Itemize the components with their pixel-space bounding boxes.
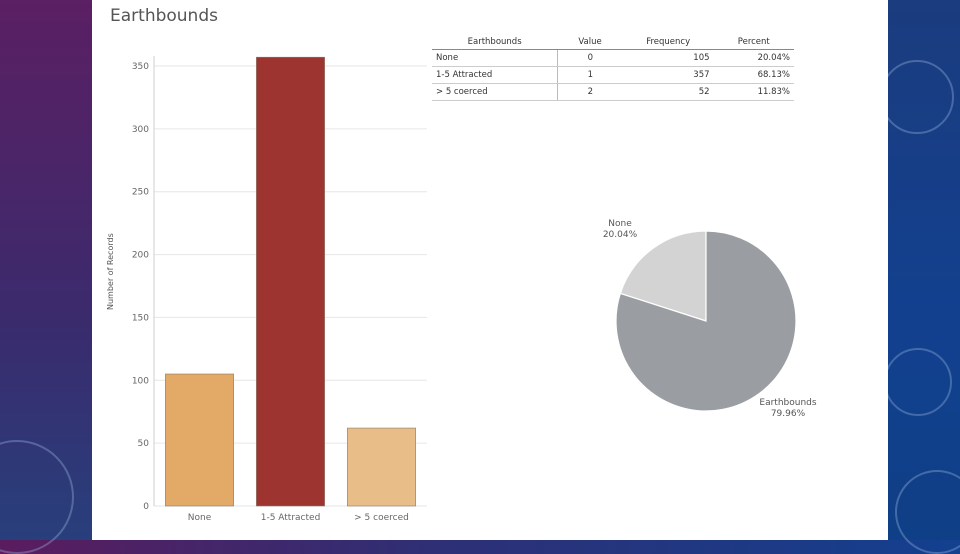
frequency-table: Earthbounds Value Frequency Percent None… bbox=[432, 35, 794, 101]
y-tick-label: 350 bbox=[132, 62, 149, 72]
table-header-cell: Earthbounds bbox=[432, 35, 558, 50]
table-cell: 0 bbox=[557, 49, 623, 67]
pie-label-percent: 79.96% bbox=[771, 409, 806, 419]
table-row: > 5 coerced 2 52 11.83% bbox=[432, 83, 794, 101]
x-tick-label: 1-5 Attracted bbox=[261, 513, 321, 523]
table-cell: 68.13% bbox=[713, 66, 794, 84]
table-cell: 2 bbox=[557, 83, 623, 101]
y-tick-label: 100 bbox=[132, 376, 149, 386]
table-header-cell: Value bbox=[557, 35, 623, 50]
table-cell: 20.04% bbox=[713, 49, 794, 67]
y-tick-label: 300 bbox=[132, 125, 149, 135]
table-header-cell: Percent bbox=[713, 35, 794, 50]
table-cell: 1-5 Attracted bbox=[432, 66, 558, 84]
table-cell: 1 bbox=[557, 66, 623, 84]
decorative-ring bbox=[880, 60, 954, 134]
table-cell: 105 bbox=[622, 49, 714, 67]
table-cell: 357 bbox=[622, 66, 714, 84]
pie-label-name: Earthbounds bbox=[759, 398, 816, 408]
pie-slice bbox=[615, 230, 797, 412]
bar-chart: 0 50 100 150 200 250 300 350 None 1-5 Attracted > … bbox=[132, 56, 427, 523]
table-header-cell: Frequency bbox=[622, 35, 714, 50]
x-tick-label: None bbox=[188, 513, 212, 523]
y-tick-label: 150 bbox=[132, 313, 149, 323]
table-row: None 0 105 20.04% bbox=[432, 49, 794, 67]
table-cell: > 5 coerced bbox=[432, 83, 558, 101]
chart-title: Earthbounds bbox=[110, 6, 218, 26]
table-header-row: Earthbounds Value Frequency Percent bbox=[432, 35, 794, 50]
pie-label-name: None bbox=[608, 219, 632, 229]
bar bbox=[347, 427, 416, 507]
y-tick-label: 200 bbox=[132, 251, 149, 261]
table-cell: None bbox=[432, 49, 558, 67]
table-cell: 11.83% bbox=[713, 83, 794, 101]
table-row: 1-5 Attracted 1 357 68.13% bbox=[432, 66, 794, 84]
slide-canvas: Earthbounds Number of Records 0 50 100 150 2… bbox=[92, 0, 888, 540]
pie-label-percent: 20.04% bbox=[603, 230, 638, 240]
table-cell: 52 bbox=[622, 83, 714, 101]
y-tick-label: 250 bbox=[132, 188, 149, 198]
bar bbox=[256, 56, 325, 507]
decorative-ring bbox=[884, 348, 952, 416]
pie-slice bbox=[619, 230, 707, 322]
x-tick-label: > 5 coerced bbox=[354, 513, 409, 523]
bar bbox=[165, 373, 234, 507]
y-tick-label: 50 bbox=[138, 439, 150, 449]
y-tick-label: 0 bbox=[143, 502, 149, 512]
